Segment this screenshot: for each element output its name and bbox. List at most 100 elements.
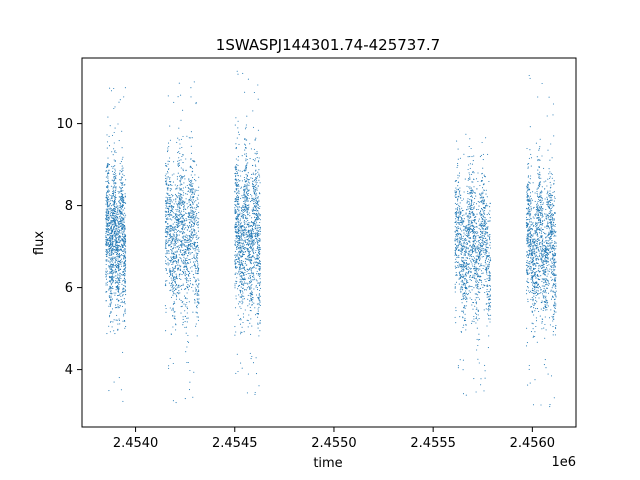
data-point bbox=[465, 259, 467, 262]
data-point bbox=[254, 233, 257, 235]
data-point bbox=[174, 266, 177, 268]
data-point bbox=[115, 206, 117, 208]
data-point bbox=[117, 260, 120, 262]
data-point bbox=[258, 245, 260, 247]
data-point bbox=[235, 174, 237, 177]
data-point bbox=[121, 300, 123, 302]
data-point bbox=[258, 212, 260, 214]
data-point bbox=[197, 230, 200, 232]
data-point bbox=[487, 226, 489, 228]
data-point bbox=[480, 270, 483, 272]
data-point bbox=[180, 241, 183, 243]
data-point bbox=[235, 211, 237, 213]
data-point bbox=[241, 282, 243, 284]
data-point bbox=[110, 243, 112, 245]
data-point bbox=[180, 254, 183, 256]
data-point bbox=[197, 262, 199, 264]
data-point bbox=[168, 208, 170, 210]
data-point bbox=[172, 326, 174, 328]
data-point bbox=[168, 235, 171, 237]
data-point bbox=[238, 203, 240, 205]
data-point bbox=[183, 254, 185, 256]
data-point bbox=[114, 183, 116, 185]
data-point bbox=[484, 265, 486, 267]
data-point bbox=[121, 183, 123, 185]
data-point bbox=[172, 261, 175, 263]
data-point bbox=[170, 210, 172, 212]
data-point bbox=[486, 214, 488, 216]
data-point bbox=[178, 264, 180, 266]
data-point bbox=[114, 165, 116, 167]
data-point bbox=[119, 213, 121, 215]
data-point bbox=[481, 172, 483, 174]
data-point bbox=[240, 317, 242, 320]
data-point bbox=[187, 187, 189, 189]
data-point bbox=[113, 292, 115, 294]
data-point bbox=[234, 265, 237, 267]
data-point bbox=[488, 335, 490, 337]
data-point bbox=[245, 226, 248, 228]
data-point bbox=[240, 234, 243, 236]
data-point bbox=[169, 178, 171, 180]
data-point bbox=[123, 242, 125, 244]
data-point bbox=[117, 307, 119, 309]
data-point bbox=[236, 232, 238, 234]
data-point bbox=[115, 227, 117, 229]
data-point bbox=[252, 207, 254, 209]
data-point bbox=[183, 202, 186, 204]
data-point bbox=[180, 249, 182, 251]
data-point bbox=[180, 251, 182, 253]
data-point bbox=[191, 243, 194, 245]
data-point bbox=[257, 249, 259, 251]
data-point bbox=[178, 82, 180, 84]
data-point bbox=[459, 209, 461, 211]
data-point bbox=[176, 234, 178, 236]
data-point bbox=[189, 137, 191, 139]
data-point bbox=[180, 196, 182, 198]
data-point bbox=[235, 158, 237, 160]
data-point bbox=[257, 227, 259, 229]
data-point bbox=[109, 266, 111, 268]
data-point bbox=[172, 289, 174, 291]
data-point bbox=[111, 245, 114, 247]
data-point bbox=[469, 297, 471, 299]
data-point bbox=[480, 253, 482, 255]
data-point bbox=[124, 327, 126, 329]
data-point bbox=[245, 257, 247, 259]
data-point bbox=[237, 261, 239, 263]
data-point bbox=[112, 186, 114, 188]
data-point bbox=[488, 255, 490, 258]
data-point bbox=[244, 203, 246, 205]
data-point bbox=[249, 275, 251, 277]
data-point bbox=[166, 226, 168, 228]
data-point bbox=[111, 298, 114, 300]
data-point bbox=[122, 400, 124, 402]
data-point bbox=[257, 313, 259, 315]
data-point bbox=[458, 175, 460, 177]
data-point bbox=[252, 183, 254, 185]
data-point bbox=[190, 183, 192, 185]
data-point bbox=[109, 312, 111, 314]
data-point bbox=[123, 264, 125, 266]
data-point bbox=[184, 315, 187, 317]
data-point bbox=[105, 299, 107, 302]
data-point bbox=[259, 267, 261, 269]
data-point bbox=[172, 228, 174, 230]
data-point bbox=[246, 186, 248, 188]
data-point bbox=[236, 353, 238, 355]
data-point bbox=[194, 189, 196, 191]
data-point bbox=[239, 259, 241, 261]
data-point bbox=[167, 232, 169, 234]
data-point bbox=[240, 225, 242, 227]
data-point bbox=[170, 230, 172, 232]
data-point bbox=[125, 326, 127, 328]
data-point bbox=[170, 241, 172, 243]
data-point bbox=[464, 266, 466, 268]
data-point bbox=[186, 219, 188, 221]
data-point bbox=[258, 297, 260, 300]
data-point bbox=[116, 286, 118, 289]
data-point bbox=[113, 228, 115, 230]
data-point bbox=[237, 73, 239, 75]
data-point bbox=[181, 220, 183, 222]
data-point bbox=[487, 265, 489, 267]
